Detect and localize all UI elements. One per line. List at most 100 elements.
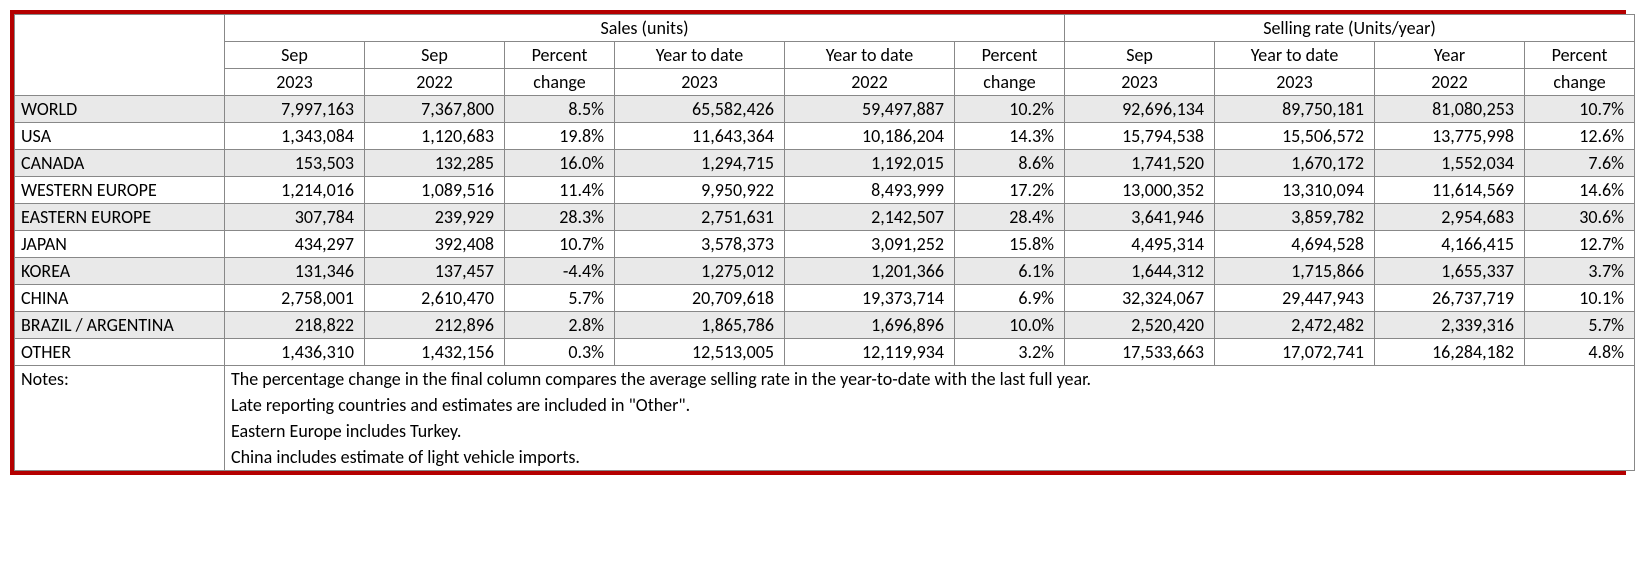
value-cell: 153,503 — [225, 150, 365, 177]
value-cell: 8.6% — [955, 150, 1065, 177]
value-cell: 131,346 — [225, 258, 365, 285]
notes-label: Notes: — [15, 366, 225, 471]
value-cell: 13,310,094 — [1215, 177, 1375, 204]
region-cell: WORLD — [15, 96, 225, 123]
value-cell: 28.4% — [955, 204, 1065, 231]
value-cell: 2.8% — [505, 312, 615, 339]
region-cell: JAPAN — [15, 231, 225, 258]
value-cell: 2,142,507 — [785, 204, 955, 231]
table-row: BRAZIL / ARGENTINA218,822212,8962.8%1,86… — [15, 312, 1635, 339]
value-cell: 1,089,516 — [365, 177, 505, 204]
value-cell: 2,339,316 — [1375, 312, 1525, 339]
value-cell: 8,493,999 — [785, 177, 955, 204]
header-blank — [15, 15, 225, 96]
notes-body: Notes: The percentage change in the fina… — [15, 366, 1635, 471]
value-cell: -4.4% — [505, 258, 615, 285]
value-cell: 26,737,719 — [1375, 285, 1525, 312]
value-cell: 32,324,067 — [1065, 285, 1215, 312]
value-cell: 10.0% — [955, 312, 1065, 339]
value-cell: 11.4% — [505, 177, 615, 204]
h-c5b: 2022 — [785, 69, 955, 96]
value-cell: 1,865,786 — [615, 312, 785, 339]
value-cell: 7.6% — [1525, 150, 1635, 177]
table-row: EASTERN EUROPE307,784239,92928.3%2,751,6… — [15, 204, 1635, 231]
value-cell: 16,284,182 — [1375, 339, 1525, 366]
value-cell: 65,582,426 — [615, 96, 785, 123]
value-cell: 14.3% — [955, 123, 1065, 150]
value-cell: 0.3% — [505, 339, 615, 366]
value-cell: 3.7% — [1525, 258, 1635, 285]
value-cell: 4,694,528 — [1215, 231, 1375, 258]
value-cell: 1,294,715 — [615, 150, 785, 177]
h-c5a: Year to date — [785, 42, 955, 69]
value-cell: 28.3% — [505, 204, 615, 231]
value-cell: 1,696,896 — [785, 312, 955, 339]
value-cell: 1,343,084 — [225, 123, 365, 150]
region-cell: WESTERN EUROPE — [15, 177, 225, 204]
value-cell: 2,758,001 — [225, 285, 365, 312]
table-row: CANADA153,503132,28516.0%1,294,7151,192,… — [15, 150, 1635, 177]
value-cell: 3,641,946 — [1065, 204, 1215, 231]
table-row: CHINA2,758,0012,610,4705.7%20,709,61819,… — [15, 285, 1635, 312]
value-cell: 1,670,172 — [1215, 150, 1375, 177]
h-c6a: Percent — [955, 42, 1065, 69]
h-c2a: Sep — [365, 42, 505, 69]
table-row: USA1,343,0841,120,68319.8%11,643,36410,1… — [15, 123, 1635, 150]
value-cell: 7,997,163 — [225, 96, 365, 123]
value-cell: 17,072,741 — [1215, 339, 1375, 366]
value-cell: 1,192,015 — [785, 150, 955, 177]
value-cell: 4.8% — [1525, 339, 1635, 366]
table-row: JAPAN434,297392,40810.7%3,578,3733,091,2… — [15, 231, 1635, 258]
h-c10b: change — [1525, 69, 1635, 96]
value-cell: 2,610,470 — [365, 285, 505, 312]
notes-line: The percentage change in the final colum… — [225, 366, 1635, 393]
value-cell: 1,275,012 — [615, 258, 785, 285]
value-cell: 89,750,181 — [1215, 96, 1375, 123]
value-cell: 81,080,253 — [1375, 96, 1525, 123]
header-group-rate: Selling rate (Units/year) — [1065, 15, 1635, 42]
value-cell: 12,119,934 — [785, 339, 955, 366]
value-cell: 59,497,887 — [785, 96, 955, 123]
value-cell: 20,709,618 — [615, 285, 785, 312]
h-c1a: Sep — [225, 42, 365, 69]
table-row: KOREA131,346137,457-4.4%1,275,0121,201,3… — [15, 258, 1635, 285]
value-cell: 2,520,420 — [1065, 312, 1215, 339]
h-c10a: Percent — [1525, 42, 1635, 69]
notes-line: China includes estimate of light vehicle… — [225, 444, 1635, 471]
value-cell: 15,506,572 — [1215, 123, 1375, 150]
table-row: WORLD7,997,1637,367,8008.5%65,582,42659,… — [15, 96, 1635, 123]
value-cell: 15.8% — [955, 231, 1065, 258]
value-cell: 10,186,204 — [785, 123, 955, 150]
value-cell: 212,896 — [365, 312, 505, 339]
value-cell: 137,457 — [365, 258, 505, 285]
value-cell: 11,614,569 — [1375, 177, 1525, 204]
value-cell: 17,533,663 — [1065, 339, 1215, 366]
value-cell: 392,408 — [365, 231, 505, 258]
value-cell: 132,285 — [365, 150, 505, 177]
region-cell: KOREA — [15, 258, 225, 285]
value-cell: 12.7% — [1525, 231, 1635, 258]
sales-table: Sales (units) Selling rate (Units/year) … — [14, 14, 1635, 471]
table-row: OTHER1,436,3101,432,1560.3%12,513,00512,… — [15, 339, 1635, 366]
value-cell: 5.7% — [505, 285, 615, 312]
value-cell: 3,578,373 — [615, 231, 785, 258]
value-cell: 12.6% — [1525, 123, 1635, 150]
region-cell: CANADA — [15, 150, 225, 177]
value-cell: 30.6% — [1525, 204, 1635, 231]
value-cell: 3.2% — [955, 339, 1065, 366]
value-cell: 10.7% — [505, 231, 615, 258]
table-header: Sales (units) Selling rate (Units/year) … — [15, 15, 1635, 96]
h-c6b: change — [955, 69, 1065, 96]
region-cell: CHINA — [15, 285, 225, 312]
value-cell: 1,715,866 — [1215, 258, 1375, 285]
value-cell: 17.2% — [955, 177, 1065, 204]
h-c4a: Year to date — [615, 42, 785, 69]
region-cell: BRAZIL / ARGENTINA — [15, 312, 225, 339]
value-cell: 10.1% — [1525, 285, 1635, 312]
value-cell: 10.7% — [1525, 96, 1635, 123]
h-c8b: 2023 — [1215, 69, 1375, 96]
value-cell: 218,822 — [225, 312, 365, 339]
value-cell: 2,472,482 — [1215, 312, 1375, 339]
h-c8a: Year to date — [1215, 42, 1375, 69]
value-cell: 5.7% — [1525, 312, 1635, 339]
